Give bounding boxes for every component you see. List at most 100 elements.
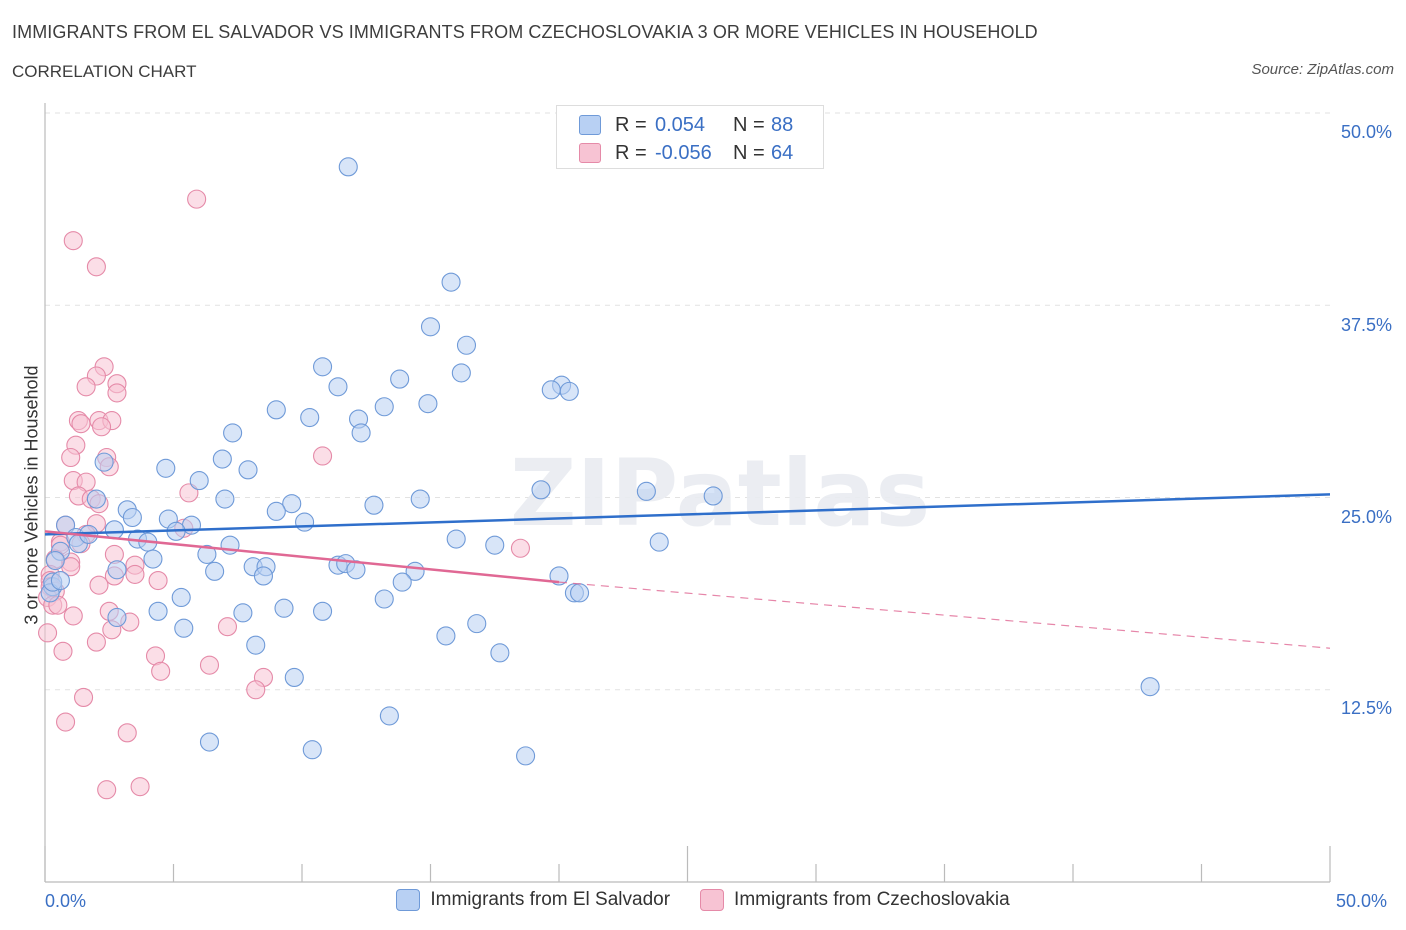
series-swatch-blue	[396, 889, 421, 911]
data-point	[197, 544, 217, 564]
data-point	[510, 538, 531, 558]
data-point	[91, 417, 112, 437]
data-point	[253, 566, 274, 586]
legend-n-label: N =	[733, 113, 765, 136]
y-tick-label: 37.5%	[1340, 315, 1392, 335]
data-point	[122, 507, 142, 528]
legend-swatch-blue	[579, 115, 601, 135]
data-point	[266, 501, 286, 521]
y-tick-label: 25.0%	[1340, 507, 1392, 527]
data-point	[63, 231, 83, 251]
data-point	[74, 687, 94, 707]
data-point	[441, 272, 461, 292]
data-point	[351, 423, 371, 443]
data-point	[420, 317, 441, 337]
data-point	[541, 380, 561, 400]
data-point	[89, 575, 109, 595]
data-point	[238, 460, 258, 480]
data-point	[148, 571, 168, 591]
chart-title: IMMIGRANTS FROM EL SALVADOR VS IMMIGRANT…	[12, 22, 1038, 42]
data-point	[130, 777, 150, 797]
data-point	[50, 571, 70, 591]
data-point	[649, 532, 669, 552]
series-legend-label: Immigrants from Czechoslovakia	[734, 889, 1010, 910]
y-tick-label: 12.5%	[1340, 698, 1392, 718]
data-point	[313, 601, 333, 621]
data-point	[199, 732, 220, 752]
series-legend: Immigrants from El Salvador Immigrants f…	[0, 889, 1406, 911]
data-point	[205, 561, 225, 581]
data-point	[364, 495, 384, 515]
data-point	[212, 449, 232, 469]
data-point	[338, 157, 358, 177]
y-axis-label: 3 or more Vehicles in Household	[21, 365, 42, 625]
data-point	[703, 486, 723, 506]
data-point	[187, 189, 207, 209]
trend-line-czechoslovakia	[44, 530, 560, 584]
data-point	[63, 606, 83, 626]
data-point	[174, 618, 194, 638]
data-point	[379, 706, 399, 726]
data-point	[282, 494, 302, 514]
series-legend-czechoslovakia[interactable]: Immigrants from Czechoslovakia	[700, 889, 1010, 911]
data-point	[246, 680, 266, 700]
data-point	[107, 383, 127, 403]
data-point	[328, 377, 348, 397]
grid-lines	[45, 112, 1330, 691]
legend-row-czechoslovakia: R = -0.056 N = 64	[579, 141, 793, 165]
data-point	[1140, 677, 1160, 697]
data-point	[217, 617, 238, 637]
legend-n-value: 64	[771, 141, 794, 164]
data-point	[485, 535, 505, 555]
trend-line-czechoslovakia-extension	[558, 581, 1331, 649]
data-point	[374, 589, 394, 609]
data-point	[148, 601, 168, 621]
data-point	[86, 257, 106, 277]
data-point	[125, 564, 145, 584]
data-point	[451, 363, 471, 383]
data-point	[86, 489, 106, 509]
data-point	[456, 335, 477, 355]
data-point	[171, 587, 191, 608]
data-point	[223, 423, 243, 443]
legend-r-value: -0.056	[655, 141, 712, 164]
series-swatch-pink	[700, 889, 725, 911]
data-point	[246, 635, 266, 655]
data-point	[38, 623, 58, 643]
data-point	[531, 480, 551, 500]
source-label: Source: ZipAtlas.com	[1251, 61, 1394, 78]
legend-row-el-salvador: R = 0.054 N = 88	[579, 113, 793, 137]
data-point	[636, 481, 656, 501]
data-point	[490, 643, 510, 663]
data-point	[266, 400, 286, 420]
data-point	[199, 655, 220, 675]
series-legend-el-salvador[interactable]: Immigrants from El Salvador	[396, 889, 670, 911]
el-salvador-points	[40, 157, 1160, 766]
x-tick-label-min: 0.0%	[45, 891, 87, 911]
czechoslovakia-points	[38, 189, 531, 800]
data-point	[151, 661, 171, 681]
legend-r-label: R =	[615, 141, 647, 164]
data-point	[53, 641, 73, 661]
legend-swatch-pink	[579, 143, 601, 163]
data-point	[374, 397, 394, 417]
data-point	[107, 560, 127, 580]
data-point	[295, 512, 315, 532]
axes	[44, 103, 1331, 883]
chart-subtitle: CORRELATION CHART	[12, 62, 197, 81]
data-point	[392, 572, 412, 592]
data-point	[76, 377, 96, 397]
trend-line-el-salvador	[44, 493, 1331, 536]
data-point	[97, 780, 117, 800]
data-point	[233, 603, 253, 623]
series-legend-label: Immigrants from El Salvador	[430, 889, 671, 910]
data-point	[45, 551, 65, 571]
data-point	[143, 549, 163, 569]
data-point	[284, 667, 304, 687]
legend-r-value: 0.054	[655, 113, 706, 136]
data-point	[107, 607, 127, 628]
data-point	[61, 447, 81, 468]
data-point	[179, 483, 199, 503]
data-point	[215, 489, 235, 509]
data-point	[156, 458, 176, 478]
